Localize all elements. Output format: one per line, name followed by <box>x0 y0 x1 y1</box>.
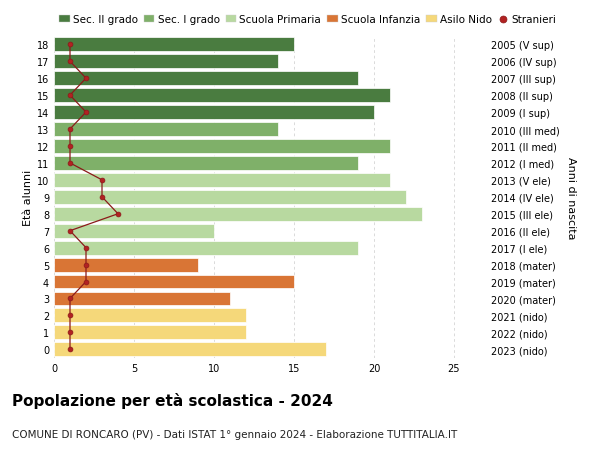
Bar <box>54 123 278 137</box>
Bar <box>54 89 390 103</box>
Legend: Sec. II grado, Sec. I grado, Scuola Primaria, Scuola Infanzia, Asilo Nido, Stran: Sec. II grado, Sec. I grado, Scuola Prim… <box>59 15 557 25</box>
Bar <box>54 157 358 170</box>
Bar <box>54 309 246 323</box>
Text: Popolazione per età scolastica - 2024: Popolazione per età scolastica - 2024 <box>12 392 333 409</box>
Bar <box>54 224 214 238</box>
Bar <box>54 258 198 272</box>
Bar <box>54 72 358 86</box>
Bar <box>54 38 294 52</box>
Bar <box>54 292 230 306</box>
Bar <box>54 275 294 289</box>
Bar <box>54 190 406 204</box>
Y-axis label: Età alunni: Età alunni <box>23 169 32 225</box>
Bar <box>54 342 326 357</box>
Y-axis label: Anni di nascita: Anni di nascita <box>566 156 576 239</box>
Text: COMUNE DI RONCARO (PV) - Dati ISTAT 1° gennaio 2024 - Elaborazione TUTTITALIA.IT: COMUNE DI RONCARO (PV) - Dati ISTAT 1° g… <box>12 429 457 439</box>
Bar <box>54 140 390 154</box>
Bar <box>54 207 422 221</box>
Bar <box>54 326 246 340</box>
Bar <box>54 106 374 120</box>
Bar <box>54 55 278 69</box>
Bar <box>54 241 358 255</box>
Bar <box>54 174 390 187</box>
